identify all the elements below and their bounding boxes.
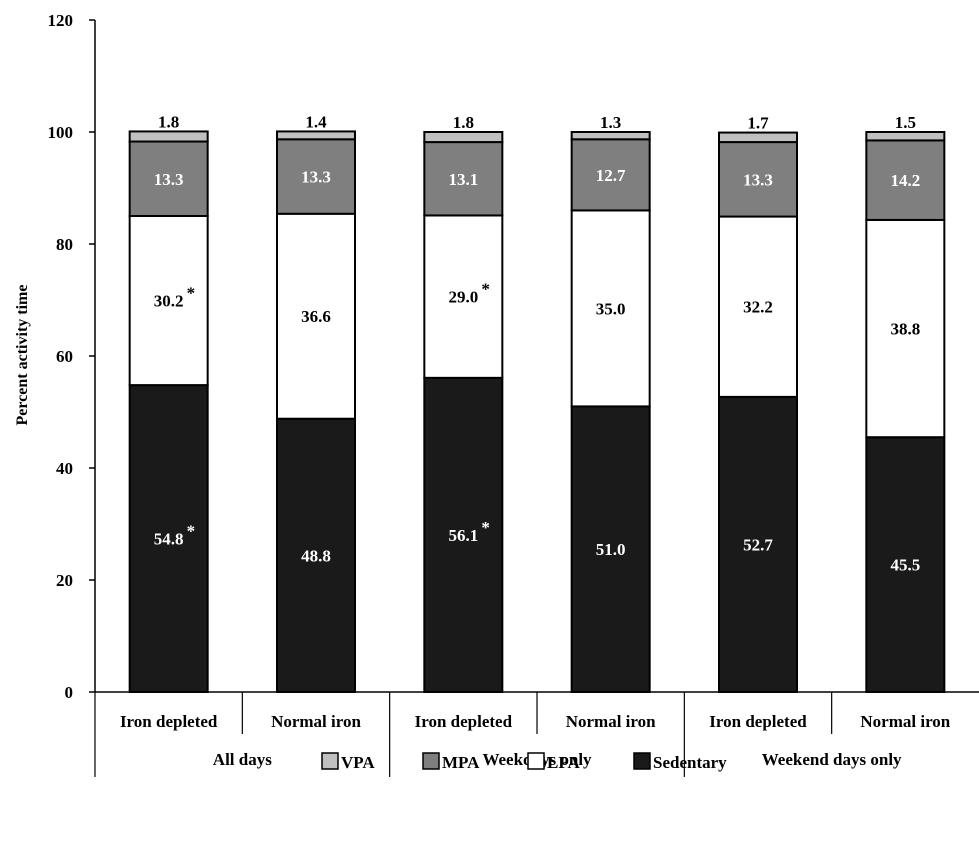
bar-segment-sedentary	[128, 384, 209, 693]
data-label-mpa: 13.3	[743, 170, 773, 189]
y-axis: 0 20 40 60 80 100 120	[48, 11, 96, 702]
bar-segment-mpa	[128, 140, 209, 218]
bar-segment-vpa	[276, 130, 356, 141]
data-label-lpa: 32.2	[743, 298, 773, 317]
group-label: All days	[213, 750, 272, 769]
significance-marker: *	[481, 518, 490, 537]
data-label-sedentary: 48.8	[301, 546, 331, 565]
category-label: Iron depleted	[120, 712, 218, 731]
data-label-vpa: 1.5	[895, 113, 916, 132]
significance-marker: *	[187, 522, 196, 541]
legend-label-lpa: LPA	[547, 753, 580, 772]
bar-segment-mpa	[570, 138, 651, 212]
data-label-sedentary: 56.1	[448, 526, 478, 545]
data-label-vpa: 1.3	[600, 113, 621, 132]
bar-stack: 51.0 35.0 12.7 1.3	[570, 113, 651, 693]
category-label: Normal iron	[860, 712, 950, 731]
bar-segment-mpa	[423, 141, 504, 217]
bar-stack: 45.5 38.8 14.2 1.5	[865, 113, 946, 694]
category-label: Normal iron	[271, 712, 361, 731]
bar-stack: 52.7 32.2 13.3 1.7	[718, 114, 798, 693]
significance-marker: *	[481, 280, 490, 299]
y-tick-label: 60	[56, 347, 73, 366]
data-label-mpa: 13.1	[448, 170, 478, 189]
data-label-lpa: 36.6	[301, 307, 331, 326]
bar-stack: 54.8 *30.2 *13.31.8	[128, 112, 209, 693]
data-label-mpa: 13.3	[301, 168, 331, 187]
bar-segment-vpa	[570, 131, 651, 141]
y-axis-title: Percent activity time	[14, 285, 31, 426]
data-label-lpa: 29.0	[448, 288, 478, 307]
x-axis: Iron depleted Normal iron Iron depleted Nor…	[94, 691, 979, 777]
category-label: Iron depleted	[415, 712, 513, 731]
legend: VPA MPA LPA Sedentary	[321, 752, 727, 772]
y-tick-label: 20	[56, 571, 73, 590]
data-label-mpa: 12.7	[596, 166, 626, 185]
bar-stack: 56.1 *29.0 *13.11.8	[423, 113, 504, 693]
data-label-sedentary: 51.0	[596, 540, 626, 559]
bar-segment-lpa	[570, 209, 651, 408]
category-label: Normal iron	[566, 712, 656, 731]
bar-segment-vpa	[128, 130, 209, 143]
data-label-vpa: 1.8	[453, 113, 474, 132]
bar-segment-vpa	[423, 131, 504, 144]
bar-segment-lpa	[865, 218, 946, 439]
legend-label-sedentary: Sedentary	[653, 753, 727, 772]
legend-label-mpa: MPA	[442, 753, 480, 772]
legend-swatch-mpa	[422, 752, 440, 770]
bar-segment-sedentary	[276, 417, 356, 693]
category-label: Iron depleted	[709, 712, 807, 731]
legend-swatch-vpa	[321, 752, 339, 770]
data-label-sedentary: 45.5	[890, 556, 920, 575]
y-tick-label: 120	[48, 11, 74, 30]
legend-swatch-lpa	[527, 752, 545, 770]
bar-segment-lpa	[423, 214, 504, 379]
data-label-vpa: 1.8	[158, 112, 179, 131]
y-tick-label: 80	[56, 235, 73, 254]
bar-segment-vpa	[865, 131, 946, 142]
group-label: Weekend days only	[762, 750, 902, 769]
y-tick-label: 40	[56, 459, 73, 478]
legend-swatch-sedentary	[633, 752, 651, 770]
y-tick-label: 0	[65, 683, 74, 702]
bar-stack: 48.8 36.6 13.3 1.4	[276, 112, 356, 693]
significance-marker: *	[187, 284, 196, 303]
data-label-mpa: 13.3	[154, 170, 184, 189]
data-label-lpa: 38.8	[890, 320, 920, 339]
legend-label-vpa: VPA	[341, 753, 375, 772]
bars: 54.8 *30.2 *13.31.848.836.613.31.456.1 *29.…	[128, 112, 946, 694]
data-label-sedentary: 52.7	[743, 535, 773, 554]
data-label-vpa: 1.7	[747, 114, 769, 133]
bar-segment-vpa	[718, 131, 798, 144]
bar-segment-mpa	[865, 139, 946, 221]
bar-segment-sedentary	[570, 405, 651, 693]
data-label-mpa: 14.2	[890, 171, 920, 190]
data-label-vpa: 1.4	[305, 112, 327, 131]
bar-segment-lpa	[128, 215, 209, 387]
data-label-lpa: 30.2	[154, 292, 184, 311]
data-label-lpa: 35.0	[596, 299, 626, 318]
y-tick-label: 100	[48, 123, 74, 142]
bar-segment-lpa	[276, 212, 356, 420]
data-label-sedentary: 54.8	[154, 530, 184, 549]
